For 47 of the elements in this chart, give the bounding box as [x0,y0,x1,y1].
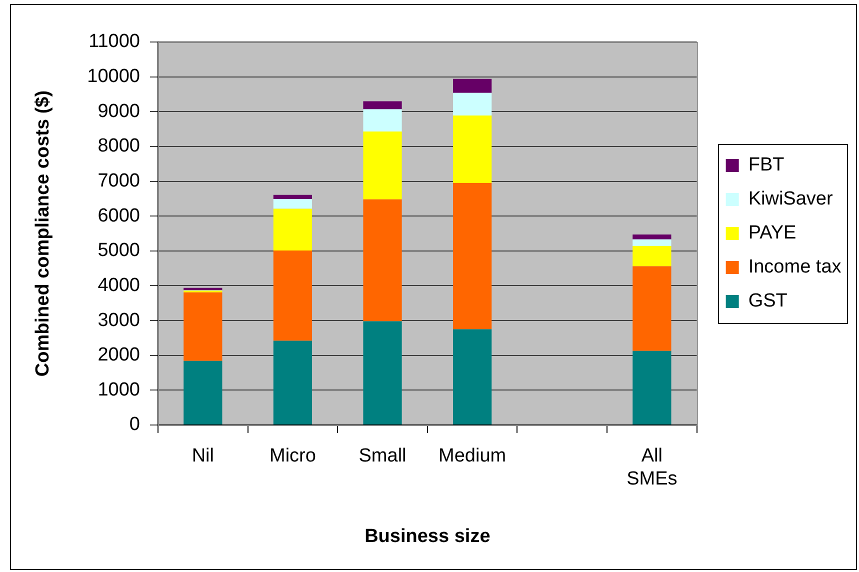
x-axis-title: Business size [364,526,490,547]
bar [453,329,492,424]
y-tick-label: 2000 [98,344,140,366]
y-tick-label: 8000 [98,136,140,157]
bar [363,199,402,322]
x-tick-label: Nil [192,446,214,467]
bar [632,246,672,266]
bar [453,78,492,93]
legend-label: KiwiSaver [748,188,834,210]
bar [453,183,492,330]
x-tick-label: Small [358,446,406,467]
x-tick-label: Micro [269,446,316,467]
bar [184,288,222,290]
bar [273,194,312,200]
bar [632,234,672,240]
bar [273,340,312,424]
legend-label: Income tax [748,256,842,278]
bar [632,266,672,351]
y-tick-label: 3000 [98,310,140,331]
y-tick-label: 11000 [88,31,140,52]
bar [363,131,402,200]
bar [363,109,402,132]
y-tick-label: 10000 [87,66,140,88]
y-tick-label: 1000 [98,379,140,400]
bar [184,360,222,424]
x-tick-label: Medium [438,446,506,467]
bar [273,199,312,209]
bar [273,250,312,341]
bar [453,92,492,116]
y-tick-label: 9000 [98,100,140,122]
y-tick-label: 6000 [98,205,140,226]
bar [273,208,312,251]
legend-label: FBT [748,154,785,176]
bar [453,115,492,184]
y-tick-label: 0 [129,414,140,436]
bar [363,101,402,110]
legend-label: GST [748,290,788,312]
bar [184,292,222,361]
legend-label: PAYE [748,222,796,244]
bar [632,239,672,246]
bar [632,350,672,424]
y-tick-label: 4000 [98,274,140,296]
y-tick-label: 5000 [98,240,140,262]
y-axis-title: Combined compliance costs ($) [32,90,54,377]
x-tick-label: All SMEs [626,446,678,490]
bar [363,321,402,424]
y-tick-label: 7000 [98,170,140,192]
